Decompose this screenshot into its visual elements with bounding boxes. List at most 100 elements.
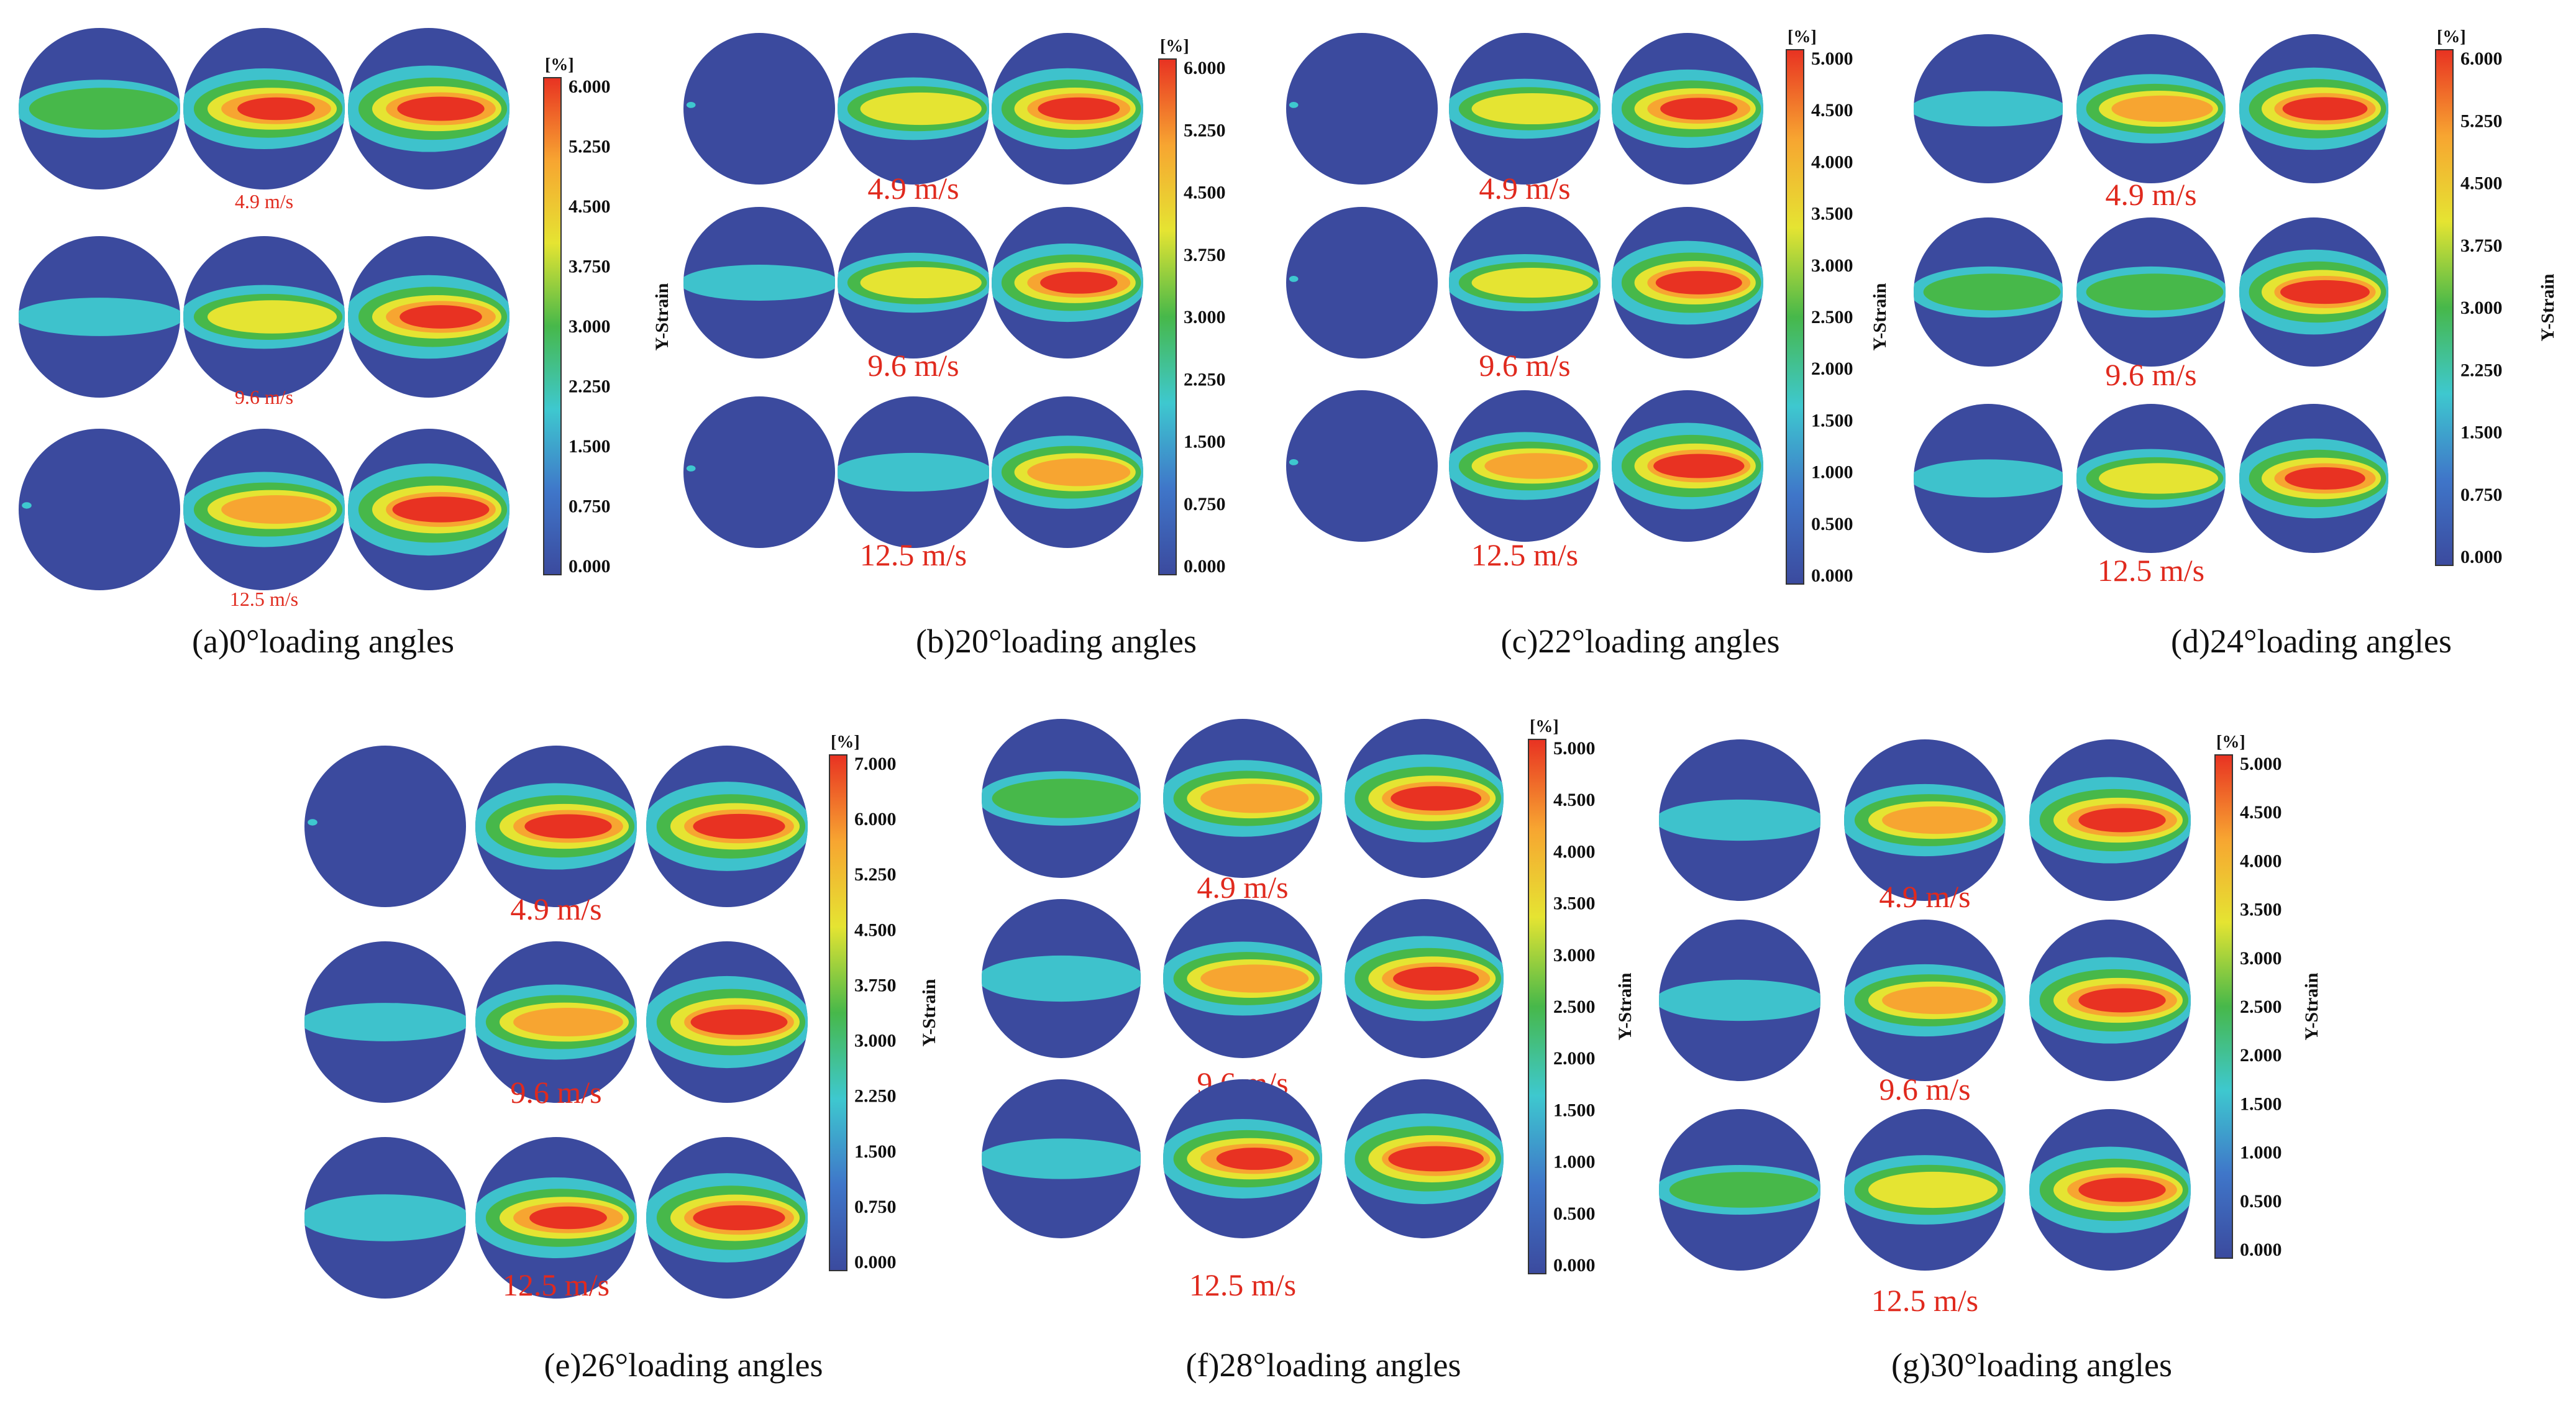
strain-disk bbox=[19, 236, 180, 398]
colorbar-tick-label: 5.250 bbox=[569, 137, 611, 157]
colorbar-tick-label: 2.000 bbox=[1553, 1048, 1596, 1069]
strain-disk bbox=[646, 941, 808, 1103]
strain-disk bbox=[1914, 34, 2063, 183]
colorbar-tick-label: 3.750 bbox=[854, 975, 897, 995]
colorbar-unit: [%] bbox=[2216, 733, 2245, 752]
strain-disk bbox=[475, 941, 637, 1103]
strain-disk bbox=[982, 899, 1141, 1058]
speed-label: 4.9 m/s bbox=[1197, 870, 1288, 905]
colorbar-tick-label: 0.750 bbox=[854, 1197, 897, 1217]
speed-label: 9.6 m/s bbox=[1879, 1072, 1970, 1107]
panel-caption: (c)22°loading angles bbox=[1501, 623, 1780, 660]
speed-label: 4.9 m/s bbox=[510, 892, 601, 926]
colorbar-tick-label: 1.500 bbox=[2240, 1094, 2282, 1114]
strain-disk bbox=[1449, 207, 1601, 359]
speed-label: 4.9 m/s bbox=[235, 190, 293, 212]
strain-disk bbox=[2029, 1109, 2191, 1271]
speed-label: 12.5 m/s bbox=[1871, 1283, 1978, 1318]
colorbar-tick-label: 0.750 bbox=[2460, 485, 2503, 505]
strain-disk bbox=[183, 236, 345, 398]
speed-label: 12.5 m/s bbox=[2098, 553, 2204, 588]
panel-caption: (f)28°loading angles bbox=[1186, 1346, 1461, 1384]
colorbar-tick-label: 2.250 bbox=[1184, 369, 1226, 390]
strain-disk bbox=[1844, 920, 2006, 1081]
strain-disk bbox=[1659, 920, 1820, 1081]
strain-disk bbox=[2239, 217, 2388, 367]
colorbar-tick-label: 0.000 bbox=[854, 1252, 897, 1272]
colorbar-tick-label: 5.250 bbox=[1184, 120, 1226, 140]
colorbar-axis-label: Y-Strain bbox=[2537, 273, 2558, 341]
colorbar-tick-label: 3.000 bbox=[2240, 948, 2282, 969]
colorbar-unit: [%] bbox=[2437, 27, 2466, 47]
colorbar-tick-label: 0.000 bbox=[569, 556, 611, 577]
colorbar-axis-label: Y-Strain bbox=[919, 979, 939, 1046]
colorbar-tick-label: 0.000 bbox=[1184, 556, 1226, 577]
strain-disk bbox=[2029, 739, 2191, 901]
colorbar-tick-label: 2.000 bbox=[2240, 1045, 2282, 1066]
colorbar-tick-label: 3.750 bbox=[2460, 235, 2503, 256]
colorbar-tick-label: 3.000 bbox=[854, 1031, 897, 1051]
colorbar-tick-label: 0.000 bbox=[2460, 547, 2503, 567]
speed-label: 9.6 m/s bbox=[1479, 348, 1570, 383]
colorbar bbox=[1158, 58, 1177, 575]
strain-disk bbox=[1286, 33, 1438, 185]
colorbar-tick-label: 3.500 bbox=[2240, 900, 2282, 920]
speed-label: 12.5 m/s bbox=[1189, 1268, 1296, 1302]
colorbar-tick-label: 0.500 bbox=[2240, 1191, 2282, 1212]
strain-disk bbox=[838, 207, 989, 359]
colorbar-tick-label: 3.000 bbox=[569, 316, 611, 337]
panel-caption: (g)30°loading angles bbox=[1891, 1346, 2172, 1384]
strain-disk bbox=[982, 1079, 1141, 1238]
colorbar-tick-label: 5.250 bbox=[2460, 111, 2503, 131]
colorbar-tick-label: 5.000 bbox=[1553, 738, 1596, 759]
colorbar-tick-label: 4.000 bbox=[2240, 851, 2282, 871]
colorbar-tick-label: 0.500 bbox=[1811, 514, 1853, 534]
strain-disk bbox=[1163, 719, 1322, 878]
colorbar-tick-label: 1.000 bbox=[1811, 462, 1853, 483]
colorbar-tick-label: 4.500 bbox=[854, 920, 897, 940]
colorbar bbox=[1786, 49, 1804, 585]
strain-disk bbox=[348, 429, 509, 590]
colorbar-tick-label: 4.500 bbox=[1811, 100, 1853, 121]
strain-disk bbox=[1612, 207, 1763, 359]
strain-disk bbox=[2076, 217, 2226, 367]
strain-disk bbox=[348, 28, 509, 190]
panel-c: 4.9 m/s 9.6 m/s 12.5 m/s [%]5.000 4.500 4.000… bbox=[1286, 27, 1890, 660]
colorbar-tick-label: 3.000 bbox=[1553, 945, 1596, 966]
speed-label: 12.5 m/s bbox=[1471, 537, 1578, 572]
strain-disk bbox=[183, 429, 345, 590]
speed-label: 12.5 m/s bbox=[230, 588, 298, 610]
strain-disk bbox=[992, 33, 1143, 185]
strain-disk bbox=[838, 33, 989, 185]
colorbar-tick-label: 3.750 bbox=[569, 257, 611, 277]
strain-disk bbox=[1345, 899, 1504, 1058]
colorbar-tick-label: 3.500 bbox=[1811, 204, 1853, 224]
strain-disk bbox=[1286, 390, 1438, 542]
colorbar-tick-label: 0.000 bbox=[2240, 1240, 2282, 1260]
speed-label: 9.6 m/s bbox=[510, 1075, 601, 1110]
speed-label: 4.9 m/s bbox=[2105, 177, 2196, 212]
colorbar-unit: [%] bbox=[545, 55, 574, 75]
strain-disk bbox=[304, 1137, 466, 1299]
strain-disk bbox=[1659, 1109, 1820, 1271]
panel-f: 4.9 m/s9.6 m/s12.5 m/s[%]5.0004.5004.000… bbox=[982, 717, 1635, 1384]
colorbar-tick-label: 2.500 bbox=[1553, 997, 1596, 1017]
colorbar-tick-label: 3.500 bbox=[1553, 893, 1596, 914]
strain-disk bbox=[475, 1137, 637, 1299]
colorbar bbox=[1528, 739, 1546, 1274]
speed-label: 9.6 m/s bbox=[867, 348, 959, 383]
speed-label: 12.5 m/s bbox=[503, 1268, 610, 1302]
colorbar-tick-label: 3.000 bbox=[2460, 298, 2503, 318]
colorbar-unit: [%] bbox=[831, 733, 860, 752]
strain-disk bbox=[1345, 719, 1504, 878]
strain-disk bbox=[1163, 899, 1322, 1058]
colorbar-tick-label: 0.000 bbox=[1811, 565, 1853, 586]
colorbar-tick-label: 3.750 bbox=[1184, 245, 1226, 265]
panel-e: 4.9 m/s 9.6 m/s 12.5 m/s [%] 7.000 6.000 5.250… bbox=[304, 733, 939, 1384]
colorbar-tick-label: 4.500 bbox=[2460, 173, 2503, 194]
strain-disk bbox=[2239, 404, 2388, 553]
colorbar-tick-label: 5.000 bbox=[1811, 48, 1853, 69]
colorbar-tick-label: 2.250 bbox=[569, 377, 611, 397]
colorbar-tick-label: 7.000 bbox=[854, 754, 897, 774]
